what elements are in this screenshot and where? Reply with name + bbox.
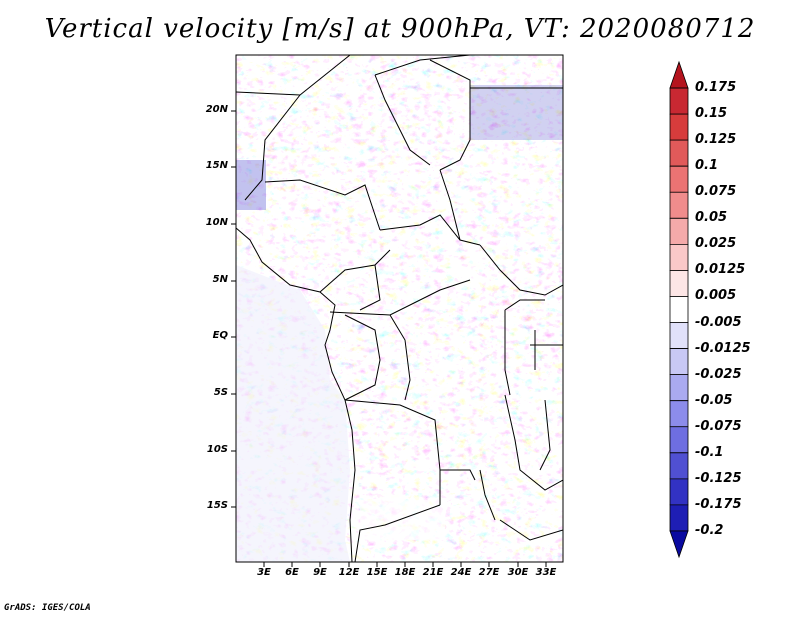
lon-label: 3E xyxy=(257,567,271,578)
colorbar-label: -0.05 xyxy=(695,392,733,408)
lon-label: 18E xyxy=(394,567,416,578)
colorbar-label: 0.1 xyxy=(695,158,719,174)
colorbar-label: -0.075 xyxy=(695,418,742,434)
colorbar-label: 0.075 xyxy=(695,184,737,200)
lon-label: 21E xyxy=(422,567,444,578)
colorbar-swatch xyxy=(669,348,689,376)
colorbar-label: 0.15 xyxy=(695,106,728,122)
colorbar-label: -0.175 xyxy=(695,496,742,512)
country-borders xyxy=(236,55,563,562)
colorbar-label: -0.005 xyxy=(695,314,742,330)
lon-label: 9E xyxy=(313,567,327,578)
colorbar-label: 0.025 xyxy=(695,236,737,252)
lon-label: 30E xyxy=(507,567,529,578)
lat-label: 10S xyxy=(206,444,228,455)
lon-label: 12E xyxy=(338,567,360,578)
longitude-ticks xyxy=(263,562,547,567)
latitude-ticks xyxy=(231,110,236,508)
colorbar-label: -0.125 xyxy=(695,470,742,486)
colorbar-swatch xyxy=(669,270,689,297)
lat-label: 5S xyxy=(213,387,228,398)
colorbar-swatch xyxy=(669,296,689,323)
colorbar-swatch xyxy=(669,452,689,480)
colorbar-swatch xyxy=(669,504,689,532)
colorbar-swatch xyxy=(669,217,689,245)
colorbar-label: 0.0125 xyxy=(695,262,746,278)
lon-label: 15E xyxy=(366,567,388,578)
colorbar-swatch xyxy=(669,426,689,454)
grads-credit: GrADS: IGES/COLA xyxy=(4,603,91,613)
colorbar-swatch xyxy=(669,165,689,193)
colorbar-swatch xyxy=(669,191,689,219)
lat-label: 5N xyxy=(212,274,228,285)
lon-label: 33E xyxy=(535,567,557,578)
colorbar-swatch xyxy=(669,139,689,167)
colorbar-label: 0.125 xyxy=(695,132,737,148)
colorbar-swatch xyxy=(669,87,689,115)
lat-label: 20N xyxy=(205,104,228,115)
colorbar xyxy=(669,60,689,559)
colorbar-label: 0.005 xyxy=(695,288,737,304)
lat-label: 10N xyxy=(205,217,228,228)
colorbar-swatch xyxy=(669,478,689,506)
colorbar-swatch xyxy=(669,60,689,89)
colorbar-label: -0.1 xyxy=(695,444,724,460)
colorbar-label: 0.175 xyxy=(695,80,737,96)
chart-title: Vertical velocity [m/s] at 900hPa, VT: 2… xyxy=(44,14,756,44)
map-frame xyxy=(235,54,564,563)
colorbar-swatch xyxy=(669,400,689,428)
colorbar-swatch xyxy=(669,243,689,271)
vertical-velocity-field xyxy=(236,55,563,562)
colorbar-swatch xyxy=(669,322,689,349)
colorbar-swatch xyxy=(669,530,689,559)
lat-label: 15S xyxy=(206,500,228,511)
colorbar-label: 0.05 xyxy=(695,210,728,226)
colorbar-label: -0.2 xyxy=(695,522,724,538)
lat-label: 15N xyxy=(205,160,228,171)
colorbar-swatch xyxy=(669,113,689,141)
colorbar-swatch xyxy=(669,374,689,402)
lon-label: 27E xyxy=(478,567,500,578)
lat-label: EQ xyxy=(212,330,228,341)
lon-label: 24E xyxy=(450,567,472,578)
lon-label: 6E xyxy=(285,567,299,578)
colorbar-label: -0.0125 xyxy=(695,340,751,356)
colorbar-label: -0.025 xyxy=(695,366,742,382)
